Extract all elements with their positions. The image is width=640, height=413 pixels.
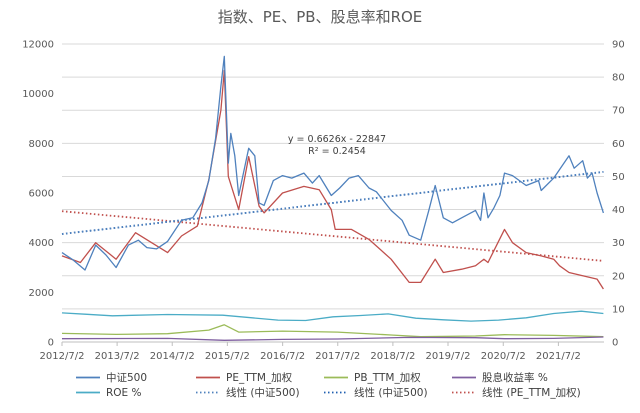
y-right-tick-label: 30 — [612, 238, 625, 249]
legend-item: ROE % — [76, 387, 142, 399]
y-left-tick-label: 10000 — [22, 89, 54, 100]
y-right-tick-label: 70 — [612, 106, 625, 117]
y-left-tick-label: 4000 — [29, 238, 54, 249]
series-line-1 — [61, 69, 604, 290]
series-line-2 — [61, 324, 604, 338]
series-layer — [61, 55, 605, 341]
legend-item: 股息收益率 % — [452, 371, 548, 384]
series-line-3 — [61, 336, 604, 341]
y-left-tick-label: 2000 — [29, 288, 54, 299]
trendline-r2: R² = 0.2454 — [308, 146, 366, 157]
legend-item: 线性 (中证500) — [196, 386, 300, 399]
gridlines — [62, 43, 604, 343]
legend-item: 中证500 — [76, 371, 147, 384]
y-left-tick-label: 0 — [48, 338, 54, 349]
x-tick-label: 2017/7/2 — [315, 351, 360, 362]
x-tick-label: 2015/7/2 — [205, 351, 250, 362]
y-right-tick-label: 90 — [612, 40, 625, 51]
legend-item: 线性 (中证500) — [324, 386, 428, 399]
legend-label: PB_TTM_加权 — [354, 371, 421, 384]
legend: 中证500 PE_TTM_加权 PB_TTM_加权 股息收益率 % ROE % 线性 (中… — [76, 371, 581, 399]
legend-label: 股息收益率 % — [482, 371, 548, 384]
legend-label: 中证500 — [106, 371, 147, 384]
y-left-tick-label: 8000 — [29, 139, 54, 150]
x-tick-label: 2020/7/2 — [481, 351, 526, 362]
y-right-tick-label: 80 — [612, 73, 625, 84]
x-tick-label: 2014/7/2 — [150, 351, 195, 362]
legend-item: PB_TTM_加权 — [324, 371, 421, 384]
legend-label: 线性 (中证500) — [226, 386, 300, 399]
chart-title: 指数、PE、PB、股息率和ROE — [218, 8, 423, 26]
series-line-7 — [61, 210, 604, 262]
x-tick-label: 2012/7/2 — [40, 351, 85, 362]
legend-label: 线性 (PE_TTM_加权) — [482, 386, 581, 399]
y-right-tick-label: 60 — [612, 139, 625, 150]
y-left-tick-label: 6000 — [29, 189, 54, 200]
series-line-5 — [61, 171, 604, 235]
x-tick-label: 2016/7/2 — [260, 351, 305, 362]
y-right-tick-label: 40 — [612, 205, 625, 216]
x-tick-label: 2021/7/2 — [536, 351, 581, 362]
series-line-4 — [61, 310, 604, 322]
y-left-tick-label: 12000 — [22, 40, 54, 51]
legend-item: PE_TTM_加权 — [196, 371, 293, 384]
series-line-0 — [61, 55, 605, 271]
axes: 0 2000 4000 6000 8000 10000 12000 0 10 20 30 40 50 60… — [22, 40, 625, 363]
y-right-tick-label: 10 — [612, 304, 625, 315]
y-right-tick-label: 50 — [612, 172, 625, 183]
trendline-equation: y = 0.6626x - 22847 — [288, 134, 386, 145]
x-tick-label: 2018/7/2 — [370, 351, 415, 362]
legend-label: PE_TTM_加权 — [226, 371, 293, 384]
legend-label: ROE % — [106, 387, 142, 399]
legend-label: 线性 (中证500) — [354, 386, 428, 399]
x-tick-label: 2019/7/2 — [426, 351, 471, 362]
y-right-tick-label: 20 — [612, 271, 625, 282]
y-right-tick-label: 0 — [612, 338, 618, 349]
legend-item: 线性 (PE_TTM_加权) — [452, 386, 581, 399]
x-tick-label: 2013/7/2 — [95, 351, 140, 362]
